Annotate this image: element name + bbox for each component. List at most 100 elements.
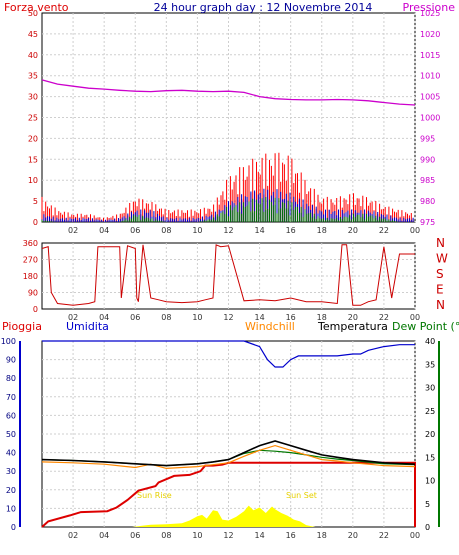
- temperature-tick-label: 40: [425, 337, 435, 346]
- pressure-line: [41, 79, 416, 106]
- direction-tick-label: 180: [23, 272, 38, 281]
- compass-label: E: [436, 283, 444, 297]
- wind-tick-label: 15: [28, 155, 38, 164]
- x-tick-label: 18: [317, 313, 327, 322]
- temperature-tick-label: 20: [425, 430, 435, 439]
- x-tick-label: 16: [286, 313, 296, 322]
- x-tick-label: 10: [192, 531, 202, 540]
- wind-average-line: [41, 197, 399, 222]
- wind-tick-label: 50: [28, 9, 38, 18]
- x-tick-label: 04: [99, 226, 109, 235]
- direction-tick-labels: 0 90 180 270 360: [23, 239, 38, 314]
- compass-label: W: [436, 252, 448, 266]
- temperature-line: [41, 440, 416, 467]
- wind-pressure-grid: [42, 13, 416, 222]
- pressure-tick-label: 995: [420, 134, 435, 143]
- x-tick-label: 14: [254, 226, 264, 235]
- temperature-tick-label: 30: [425, 384, 435, 393]
- x-tick-label: 22: [379, 531, 389, 540]
- wind-pressure-series: [41, 79, 416, 222]
- sun-annotations: Sun Rise Sun Set: [137, 491, 317, 500]
- x-tick-label: 20: [348, 226, 358, 235]
- wind-tick-label: 0: [33, 218, 38, 227]
- wind-tick-label: 45: [28, 30, 38, 39]
- legend-item: Dew Point (°C: [392, 320, 459, 333]
- x-tick-label: 10: [192, 313, 202, 322]
- wind-tick-label: 20: [28, 134, 38, 143]
- pressure-tick-label: 990: [420, 155, 435, 164]
- humidity-line: [42, 340, 415, 368]
- temperature-tick-label: 10: [425, 477, 435, 486]
- legend-item: Umidita: [66, 320, 109, 333]
- sun-annotation: Sun Rise: [137, 491, 172, 500]
- x-tick-label: 06: [130, 313, 140, 322]
- humidity-tick-label: 100: [1, 337, 16, 346]
- pressure-tick-label: 1010: [420, 72, 440, 81]
- x-tick-label: 22: [379, 313, 389, 322]
- temperature-tick-label: 5: [425, 500, 430, 509]
- legend-item: Pioggia: [2, 320, 42, 333]
- x-tick-label: 14: [254, 313, 264, 322]
- x-tick-label: 02: [68, 531, 78, 540]
- wind-tick-label: 35: [28, 72, 38, 81]
- x-tick-label: 08: [161, 313, 171, 322]
- sun-annotation: Sun Set: [286, 491, 317, 500]
- direction-tick-label: 360: [23, 239, 38, 248]
- wind-tick-label: 30: [28, 93, 38, 102]
- x-tick-label: 20: [348, 313, 358, 322]
- wind-tick-label: 10: [28, 176, 38, 185]
- x-tick-label: 06: [130, 226, 140, 235]
- temperature-tick-label: 0: [425, 523, 430, 532]
- legend: Pioggia Umidita Windchill Temperatura Dew Po…: [2, 320, 459, 333]
- legend-item: Temperatura: [317, 320, 388, 333]
- pressure-tick-label: 1005: [420, 93, 440, 102]
- pressure-tick-label: 985: [420, 176, 435, 185]
- x-tick-label: 08: [161, 531, 171, 540]
- temperature-humidity-panel: Pioggia Umidita Windchill Temperatura Dew Po…: [1, 320, 459, 540]
- wind-direction-line: [41, 244, 415, 306]
- direction-tick-label: 0: [33, 305, 38, 314]
- x-tick-label: 12: [223, 313, 233, 322]
- humidity-tick-label: 40: [6, 449, 16, 458]
- temperature-grid: [42, 341, 416, 527]
- wind-pressure-panel: Forza vento 24 hour graph day : 12 Novem…: [4, 1, 455, 235]
- x-tick-label: 14: [254, 531, 264, 540]
- x-tick-label: 04: [99, 531, 109, 540]
- pressure-tick-labels: 975 980 985 990 995 1000 1005 1010 1015 1020 1025: [420, 9, 440, 227]
- humidity-tick-label: 10: [6, 504, 16, 513]
- pressure-tick-label: 980: [420, 197, 435, 206]
- humidity-tick-labels: 0 10 20 30 40 50 60 70 80 90 100: [1, 337, 16, 532]
- chart-title: 24 hour graph day : 12 Novembre 2014: [154, 1, 373, 14]
- wind-direction-grid: [42, 243, 416, 309]
- compass-label: N: [436, 236, 445, 250]
- x-tick-label: 12: [223, 226, 233, 235]
- humidity-tick-label: 50: [6, 430, 16, 439]
- pressure-axis-title: Pressione: [403, 1, 456, 14]
- pressure-tick-label: 1000: [420, 114, 440, 123]
- wind-tick-labels: 0 5 10 15 20 25 30 35 40 45 50: [28, 9, 38, 227]
- temperature-tick-labels: 0 5 10 15 20 25 30 35 40: [425, 337, 435, 532]
- humidity-tick-label: 80: [6, 374, 16, 383]
- solar-area: [42, 505, 415, 527]
- humidity-tick-label: 60: [6, 411, 16, 420]
- legend-item: Windchill: [245, 320, 295, 333]
- direction-tick-label: 270: [23, 256, 38, 265]
- temperature-tick-label: 15: [425, 453, 435, 462]
- x-tick-label: 06: [130, 531, 140, 540]
- x-tick-label: 20: [348, 531, 358, 540]
- compass-label: N: [436, 298, 445, 312]
- temperature-x-tick-labels: 02 04 06 08 10 12 14 16 18 20 22 00: [68, 531, 420, 540]
- wind-tick-label: 40: [28, 51, 38, 60]
- wind-direction-series: [41, 244, 415, 306]
- temperature-series: [41, 340, 416, 528]
- wind-tick-label: 25: [28, 114, 38, 123]
- x-tick-label: 00: [410, 313, 420, 322]
- direction-tick-label: 90: [28, 289, 38, 298]
- wind-x-tick-labels: 02 04 06 08 10 12 14 16 18 20 22 00: [68, 226, 420, 235]
- compass-label: S: [436, 267, 444, 281]
- x-tick-label: 04: [99, 313, 109, 322]
- x-tick-label: 12: [223, 531, 233, 540]
